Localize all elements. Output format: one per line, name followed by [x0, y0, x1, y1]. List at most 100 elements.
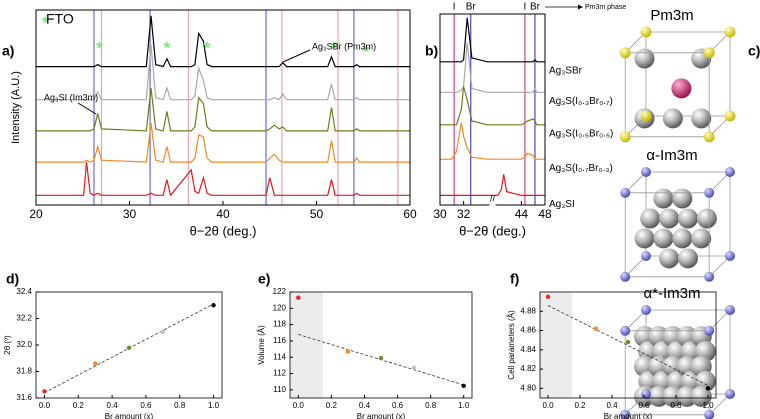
- y-tick-label: 114: [273, 352, 286, 361]
- corner-atom: [703, 47, 715, 59]
- corner-atom: [703, 131, 715, 143]
- fto-marker: [162, 40, 172, 49]
- y-tick-label: 116: [273, 336, 286, 345]
- panel-label: d): [6, 271, 19, 287]
- xrd-pattern: [440, 17, 545, 63]
- data-point: [657, 354, 663, 359]
- corner-atom: [725, 167, 735, 177]
- atom: [677, 208, 698, 229]
- reference-label: Br: [530, 2, 541, 13]
- x-tick-label: 0.0: [39, 401, 51, 410]
- reference-label: I: [453, 2, 456, 13]
- x-tick-label: 0.0: [293, 401, 305, 410]
- x-tick-label: 0.8: [425, 401, 437, 410]
- data-point: [705, 386, 711, 391]
- x-tick-label: 0.6: [638, 401, 650, 410]
- y-tick-label: 122: [273, 287, 287, 296]
- plot-frame: [289, 291, 473, 399]
- y-tick-label: 118: [273, 320, 286, 329]
- annotation-arrow: [77, 102, 97, 115]
- y-tick-label: 31.8: [16, 367, 32, 376]
- data-point: [296, 295, 301, 300]
- y-tick-label: 112: [273, 369, 286, 378]
- x-tick-label: 40: [216, 207, 230, 221]
- x-tick-label: 1.0: [458, 401, 470, 410]
- x-axis-title: θ−2θ (deg.): [459, 223, 526, 238]
- atom: [672, 228, 693, 249]
- annotation-arrowhead: [578, 4, 583, 10]
- data-point: [92, 361, 98, 366]
- x-axis-title: θ−2θ (deg.): [190, 223, 257, 238]
- structure-title: α*-Im3m: [643, 285, 700, 302]
- data-point: [160, 329, 166, 334]
- panel-label: e): [258, 271, 270, 287]
- data-point: [593, 326, 599, 331]
- atom: [662, 108, 683, 129]
- annotation: Pm3m phase: [585, 4, 626, 11]
- panel-label: b): [425, 43, 438, 59]
- corner-atom: [725, 251, 735, 261]
- x-tick-label: 48: [538, 207, 552, 221]
- y-tick-label: 4.82: [520, 364, 536, 373]
- x-tick-label: 0.0: [542, 401, 554, 410]
- corner-atom: [640, 110, 652, 122]
- corner-atom: [620, 409, 631, 419]
- data-point: [378, 355, 384, 361]
- x-tick-label: 0.6: [392, 401, 404, 410]
- data-point: [545, 294, 551, 300]
- corner-atom: [620, 187, 631, 198]
- x-tick-label: 32: [457, 207, 471, 221]
- x-tick-label: 0.4: [359, 401, 371, 410]
- reference-label: I: [524, 2, 527, 13]
- data-point: [345, 349, 351, 354]
- corner-atom: [725, 389, 735, 399]
- shaded-region: [290, 292, 324, 398]
- annotation: Ag₃SBr (Pm3m): [312, 41, 376, 51]
- atom: [653, 228, 674, 249]
- x-tick-label: 0.4: [606, 401, 618, 410]
- atom: [691, 228, 712, 249]
- fto-marker: [202, 40, 212, 49]
- atom: [672, 188, 693, 209]
- xrd-pattern: [440, 122, 545, 160]
- x-tick-label: 20: [29, 207, 43, 221]
- atom: [659, 208, 680, 229]
- y-tick-label: 4.86: [520, 326, 536, 335]
- corner-atom: [620, 271, 631, 282]
- panel-label: f): [510, 271, 519, 287]
- xrd-pattern: [36, 87, 410, 132]
- plot-frame: [439, 13, 546, 206]
- y-axis-title: Cell parameters (Å): [507, 310, 516, 380]
- corner-atom: [620, 325, 631, 336]
- panel-label: a): [2, 43, 14, 59]
- x-tick-label: 60: [403, 207, 417, 221]
- atom: [671, 78, 692, 99]
- structure-title: α-Im3m: [646, 147, 697, 164]
- x-tick-label: 44: [515, 207, 529, 221]
- corner-atom: [619, 131, 631, 143]
- x-tick-label: 50: [310, 207, 324, 221]
- annotation: Ag₃SI (Im3m): [44, 92, 98, 102]
- pattern-label: Ag₃S(I₀.₃Br₀.₇): [549, 96, 613, 107]
- axis-break-gap: [489, 203, 496, 207]
- y-tick-label: 110: [273, 385, 286, 394]
- x-axis-title: Br amount (x): [105, 412, 154, 419]
- corner-atom: [641, 305, 651, 315]
- fto-marker: [41, 15, 50, 24]
- data-point: [211, 303, 216, 308]
- x-axis-title: Br amount (x): [604, 412, 653, 419]
- corner-atom: [641, 167, 651, 177]
- annotation-arrow: [282, 49, 311, 63]
- pattern-label: Ag₃SBr: [549, 65, 583, 76]
- annotation: FTO: [46, 11, 74, 27]
- fto-marker: [361, 44, 371, 53]
- y-axis-title: 2θ (º): [3, 335, 12, 355]
- data-point: [461, 383, 466, 388]
- pattern-label: Ag₃S(I₀.₅Br₀.₅): [549, 128, 613, 139]
- reference-label: Br: [466, 2, 477, 13]
- atom: [634, 48, 655, 69]
- y-tick-label: 4.80: [520, 383, 536, 392]
- corner-atom: [641, 389, 651, 399]
- x-tick-label: 30: [433, 207, 447, 221]
